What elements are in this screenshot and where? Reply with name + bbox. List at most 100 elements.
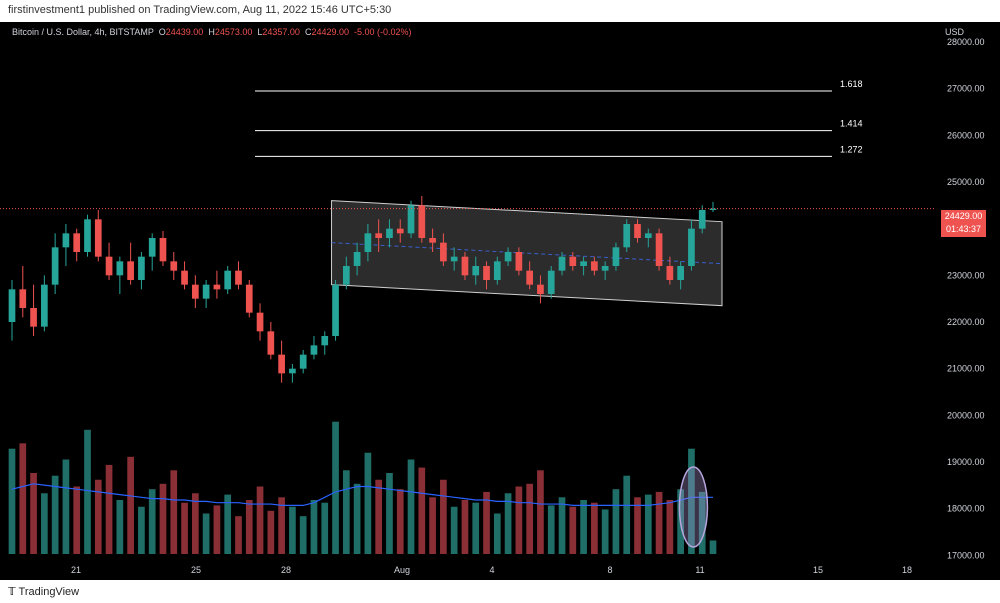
candle-body [224,270,232,290]
y-tick-label: 20000.00 [947,410,985,420]
candle-body [698,210,706,229]
x-tick-label: 28 [281,565,291,575]
symbol-legend: Bitcoin / U.S. Dollar, 4h, BITSTAMP O244… [12,27,412,37]
y-tick-label: 17000.00 [947,550,985,560]
y-tick-label: 21000.00 [947,364,985,374]
volume-bar [493,513,501,554]
candle-body [73,233,81,252]
candle-body [709,208,717,210]
price-chart[interactable]: 1.618 1.414 1.272 28000.00 27000.00 26000.00… [0,22,1000,580]
fibonacci-levels: 1.618 1.414 1.272 [255,79,863,157]
volume-bar [558,497,566,554]
volume-bar [353,483,361,554]
x-tick-label: 4 [489,565,494,575]
volume-bar [84,429,91,554]
candle-body [51,247,59,285]
currency-label[interactable]: USD [945,27,965,37]
volume-bar [526,483,534,554]
candle-body [569,256,577,266]
low-label: L [257,27,263,37]
candle-body [677,266,684,280]
volume-bar [440,479,447,554]
volume-bar [41,493,48,554]
volume-bar [450,506,458,554]
x-tick-label: 8 [607,565,612,575]
volume-bar [601,509,609,554]
x-tick-label: Aug [394,565,410,575]
volume-bar [267,510,275,554]
volume-bar [396,489,404,554]
volume-bar [148,489,156,554]
volume-bar [30,473,37,554]
candle-body [159,238,167,262]
volume-bar [612,489,620,554]
y-tick-label: 23000.00 [947,270,985,280]
candle-body [493,261,501,280]
candle-body [601,266,609,271]
volume-bar [429,497,436,554]
candle-body [94,219,102,257]
volume-bar [332,421,339,554]
volume-bar [299,516,307,554]
time-axis: 21 25 28 Aug 4 8 11 15 18 [71,565,912,575]
candle-body [8,289,16,322]
candle-body [84,219,91,252]
volume-bar [364,452,372,554]
last-price-tag: 24429.00 01:43:37 [941,210,986,237]
y-tick-label: 18000.00 [947,504,985,514]
candle-body [181,270,188,285]
candle-body [310,345,318,355]
volume-bar [461,500,469,554]
x-tick-label: 18 [902,565,912,575]
candle-body [623,224,631,248]
volume-bar [321,502,329,554]
candle-body [267,331,275,355]
y-tick-label: 26000.00 [947,130,985,140]
volume-ma-line [11,483,713,506]
chart-panel[interactable]: 1.618 1.414 1.272 28000.00 27000.00 26000.00… [0,22,1000,580]
tradingview-logo[interactable]: 𝕋 TradingView [8,585,79,598]
volume-bar [94,479,102,554]
candle-body [116,261,124,276]
volume-bar [127,456,134,554]
volume-bar [375,479,383,554]
candle-body [364,233,372,252]
x-tick-label: 25 [191,565,201,575]
volume-bar [159,483,167,554]
candle-body [558,256,566,271]
y-tick-label: 22000.00 [947,317,985,327]
volume-bar [709,540,717,554]
close-label: C [304,27,312,37]
volume-moving-average [11,483,713,506]
candle-body [461,256,469,276]
volume-bar [191,493,199,554]
brand-name: TradingView [18,586,80,598]
publisher-line: firstinvestment1 published on TradingVie… [8,4,392,16]
volume-bar [515,486,523,554]
candle-body [688,228,695,266]
x-tick-label: 21 [71,565,81,575]
volume-bar [278,497,285,554]
candle-body [407,205,415,234]
x-tick-label: 15 [813,565,823,575]
candle-body [472,266,480,276]
volume-bar [623,475,631,554]
volume-bar [655,491,663,554]
volume-bar [688,448,695,554]
low-value: 24357.00 [262,27,300,37]
volume-bar [8,448,16,554]
candle-body [62,233,70,248]
y-tick-label: 27000.00 [947,84,985,94]
y-tick-label: 25000.00 [947,177,985,187]
candle-body [353,252,361,266]
volume-bar [170,470,178,554]
candle-body [580,261,587,266]
volume-bar [62,459,70,554]
candle-body [537,284,544,294]
volume-bar [504,493,512,554]
volume-bar [105,464,113,554]
volume-bar [213,505,221,554]
candle-body [191,284,199,299]
candle-body [202,284,210,299]
volume-bar [181,502,188,554]
